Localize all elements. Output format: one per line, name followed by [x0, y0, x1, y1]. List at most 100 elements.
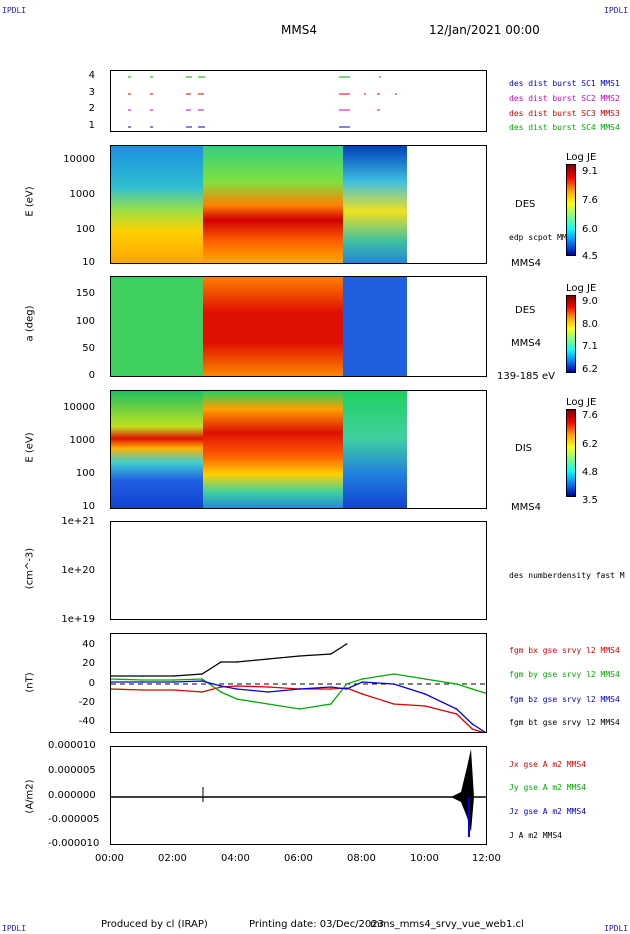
density-label: des numberdensity fast M	[509, 571, 625, 580]
des-p-cbar-tick-0: 9.0	[582, 296, 598, 307]
des-p-cbar-tick-3: 6.2	[582, 364, 598, 375]
des-pitch-spectrogram	[111, 277, 486, 376]
dis-e-cbar-tick-1: 6.2	[582, 439, 598, 450]
des-pitch-energy-range: 139-185 eV	[497, 371, 555, 382]
bfield-point-by	[361, 678, 364, 680]
bfield-point-bt	[330, 653, 332, 655]
burst-label-sc1: des dist burst SC1 MMS1	[509, 79, 620, 88]
bfield-point-by	[424, 678, 426, 680]
burst-ytick-3: 3	[88, 87, 95, 98]
bfield-point-bz	[392, 683, 395, 685]
des-energy-species: DES	[515, 199, 536, 210]
bfield-point-bz	[173, 681, 175, 683]
burst-ytick-2: 2	[88, 103, 95, 114]
bfield-point-bt	[201, 673, 203, 675]
bfield-point-by	[111, 678, 112, 680]
j-ytick-0: 0.000010	[48, 740, 96, 751]
j-ytick-3: -0.000005	[48, 814, 100, 825]
b-ytick-m20: -20	[78, 697, 95, 708]
des-energy-ylabel: E (eV)	[24, 186, 36, 217]
dis-e-ytick-100: 100	[75, 468, 95, 479]
bfield-point-bt	[267, 658, 269, 660]
des-energy-colorbar	[566, 164, 576, 256]
des-e-ytick-1000: 1000	[69, 189, 95, 200]
des-energy-overlay: edp scpot MMS4	[509, 233, 577, 242]
bfield-point-by	[298, 708, 301, 710]
spacecraft-title: MMS4	[281, 23, 317, 37]
des-pitch-cbar-title: Log JE	[566, 283, 597, 294]
des-p-ytick-0: 0	[88, 370, 95, 381]
bfield-point-bz	[235, 688, 238, 690]
b-ytick-m40: -40	[78, 716, 95, 727]
bfield-point-bz	[111, 681, 112, 683]
des-p-ytick-50: 50	[82, 343, 95, 354]
dis-e-ytick-10000: 10000	[63, 402, 95, 413]
bfield-label-by: fgm by gse srvy l2 MMS4	[509, 670, 620, 679]
bfield-panel	[110, 633, 487, 733]
bfield-point-bx	[455, 713, 458, 715]
bfield-point-bx	[330, 688, 332, 690]
bfield-point-bx	[392, 703, 395, 705]
burst-label-sc3: des dist burst SC3 MMS3	[509, 109, 620, 118]
des-pitch-species: DES	[515, 305, 536, 316]
bfield-point-bt	[141, 675, 144, 677]
bfield-point-bt	[298, 655, 301, 657]
xtick-0600: 06:00	[284, 853, 313, 864]
bfield-point-by	[455, 683, 458, 685]
bfield-point-bx	[141, 689, 144, 691]
bfield-point-bz	[141, 681, 144, 683]
dis-energy-spectrogram	[111, 391, 486, 508]
bfield-point-by	[235, 698, 238, 700]
dis-energy-panel	[110, 390, 487, 509]
dis-energy-species: DIS	[515, 443, 532, 454]
b-ytick-20: 20	[82, 658, 95, 669]
j-ytick-1: 0.000005	[48, 765, 96, 776]
footer-produced-by: Produced by cl (IRAP)	[101, 919, 208, 930]
des-energy-sc: MMS4	[511, 258, 541, 269]
b-ytick-40: 40	[82, 639, 95, 650]
des-p-cbar-tick-2: 7.1	[582, 341, 598, 352]
des-e-cbar-tick-0: 9.1	[582, 166, 598, 177]
current-ylabel: (A/m2)	[24, 779, 36, 814]
des-e-ytick-10000: 10000	[63, 154, 95, 165]
density-ylabel: (cm^-3)	[24, 547, 36, 590]
bfield-point-by	[220, 691, 222, 693]
bfield-point-bx	[361, 693, 364, 695]
burst-label-sc4: des dist burst SC4 MMS4	[509, 123, 620, 132]
xtick-1200: 12:00	[472, 853, 501, 864]
current-plot	[111, 749, 486, 837]
bfield-point-bt	[220, 661, 222, 663]
dis-energy-sc: MMS4	[511, 502, 541, 513]
des-pitch-panel	[110, 276, 487, 377]
bfield-point-bx	[111, 688, 112, 690]
bfield-point-bz	[424, 693, 426, 695]
bfield-point-by	[471, 688, 474, 690]
burst-label-sc2: des dist burst SC2 MMS2	[509, 94, 620, 103]
corner-label-tl: IPDLI	[2, 6, 27, 15]
dis-energy-ylabel: E (eV)	[24, 432, 36, 463]
bfield-point-bz	[361, 681, 364, 683]
bfield-point-bz	[330, 686, 332, 688]
des-pitch-colorbar	[566, 295, 576, 373]
bfield-series-bx	[111, 685, 484, 732]
bfield-point-by	[392, 673, 395, 675]
dis-e-cbar-tick-2: 4.8	[582, 467, 598, 478]
b-ytick-0: 0	[88, 678, 95, 689]
current-label-jx: Jx gse A m2 MMS4	[509, 760, 587, 769]
corner-label-tr: IPDLI	[604, 6, 629, 15]
xtick-0800: 08:00	[347, 853, 376, 864]
bfield-point-bz	[201, 680, 203, 682]
density-panel	[110, 521, 487, 620]
bfield-series-bz	[111, 680, 486, 732]
current-panel	[110, 746, 487, 845]
dis-energy-cbar-title: Log JE	[566, 397, 597, 408]
des-e-ytick-100: 100	[75, 224, 95, 235]
bfield-point-bz	[267, 691, 269, 693]
des-e-cbar-tick-3: 4.5	[582, 251, 598, 262]
bfield-point-bt	[111, 675, 112, 677]
burst-ytick-1: 1	[88, 120, 95, 131]
bfield-point-bz	[455, 708, 458, 710]
bfield-point-by	[141, 679, 144, 681]
xtick-0400: 04:00	[221, 853, 250, 864]
dis-e-cbar-tick-3: 3.5	[582, 495, 598, 506]
